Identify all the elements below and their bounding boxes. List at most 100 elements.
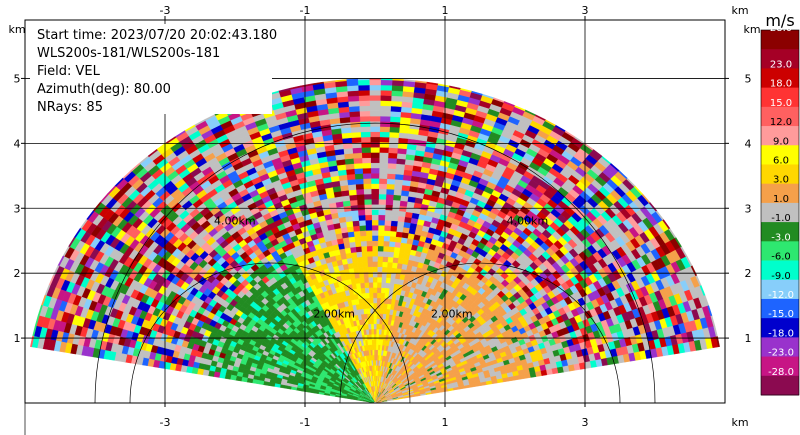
field-cell	[381, 266, 388, 273]
field-cell	[379, 308, 384, 314]
field-cell	[368, 282, 374, 288]
field-cell	[357, 209, 366, 216]
field-cell	[389, 230, 397, 237]
field-cell	[390, 105, 402, 113]
field-cell	[347, 231, 355, 238]
field-cell	[365, 235, 373, 242]
field-cell	[381, 276, 387, 283]
field-cell	[394, 241, 402, 248]
field-cell	[376, 276, 382, 283]
field-cell	[383, 235, 391, 242]
field-cell	[390, 220, 398, 227]
field-cell	[343, 153, 354, 160]
field-cell	[377, 230, 385, 236]
field-cell	[354, 241, 362, 248]
field-cell	[377, 224, 385, 231]
field-cell	[380, 89, 392, 96]
field-cell	[391, 262, 398, 269]
field-cell	[361, 251, 368, 258]
field-cell	[368, 287, 374, 294]
field-cell	[359, 235, 367, 242]
field-cell	[371, 240, 379, 247]
field-cell	[388, 131, 400, 138]
field-cell	[348, 110, 361, 118]
field-cell	[383, 240, 390, 247]
field-cell	[378, 162, 389, 169]
field-cell	[397, 257, 404, 265]
field-cell	[378, 323, 383, 330]
field-cell	[371, 214, 379, 221]
field-cell	[362, 172, 372, 179]
field-cell	[370, 318, 374, 325]
field-cell	[360, 126, 371, 133]
field-cell	[349, 199, 358, 206]
field-cell	[369, 297, 374, 304]
field-cell	[349, 121, 361, 128]
field-cell	[354, 235, 361, 243]
field-cell	[362, 266, 369, 273]
field-cell	[375, 333, 379, 340]
field-cell	[353, 168, 364, 175]
field-cell	[358, 89, 370, 96]
field-cell	[377, 261, 383, 268]
field-cell	[364, 282, 370, 289]
field-cell	[368, 292, 374, 299]
field-cell	[391, 90, 403, 97]
field-cell	[353, 157, 363, 164]
field-cell	[378, 328, 382, 335]
field-cell	[390, 100, 403, 107]
field-cell	[388, 246, 395, 253]
field-cell	[364, 204, 372, 211]
field-cell	[375, 328, 380, 335]
field-cell	[379, 152, 389, 159]
field-cell	[350, 131, 362, 138]
field-cell	[365, 224, 373, 231]
field-cell	[349, 116, 361, 123]
field-cell	[382, 245, 390, 252]
field-cell	[355, 183, 364, 190]
field-cell	[364, 292, 370, 299]
field-cell	[387, 251, 395, 258]
field-cell	[392, 257, 399, 264]
field-cell	[362, 167, 372, 174]
field-cell	[392, 199, 401, 206]
field-cell	[386, 178, 396, 185]
field-cell	[359, 115, 371, 122]
field-cell	[362, 178, 372, 185]
field-cell	[391, 85, 404, 92]
field-cell	[369, 84, 381, 91]
field-cell	[366, 250, 373, 257]
field-cell	[396, 226, 404, 233]
field-cell	[369, 105, 381, 112]
field-cell	[372, 256, 378, 262]
field-cell	[371, 235, 379, 241]
field-cell	[398, 205, 407, 212]
field-cell	[396, 220, 405, 228]
field-cell	[380, 100, 392, 107]
field-cell	[398, 252, 405, 259]
field-cell	[370, 183, 380, 189]
field-cell	[357, 204, 365, 211]
field-cell	[370, 328, 375, 335]
field-cell	[389, 110, 402, 118]
field-cell	[386, 168, 397, 175]
field-cell	[359, 282, 366, 289]
field-cell	[390, 215, 399, 222]
field-cell	[348, 194, 358, 201]
field-cell	[366, 245, 373, 252]
field-cell	[379, 121, 391, 128]
field-cell	[393, 246, 401, 254]
field-cell	[367, 271, 374, 278]
field-cell	[367, 261, 373, 268]
field-cell	[358, 95, 370, 102]
field-cell	[363, 188, 372, 195]
field-cell	[357, 79, 370, 86]
field-cell	[345, 168, 355, 175]
field-cell	[379, 141, 390, 148]
field-cell	[364, 214, 373, 221]
field-cell	[371, 204, 379, 210]
field-cell	[391, 209, 400, 217]
field-cell	[390, 267, 397, 274]
field-cell	[384, 219, 392, 226]
